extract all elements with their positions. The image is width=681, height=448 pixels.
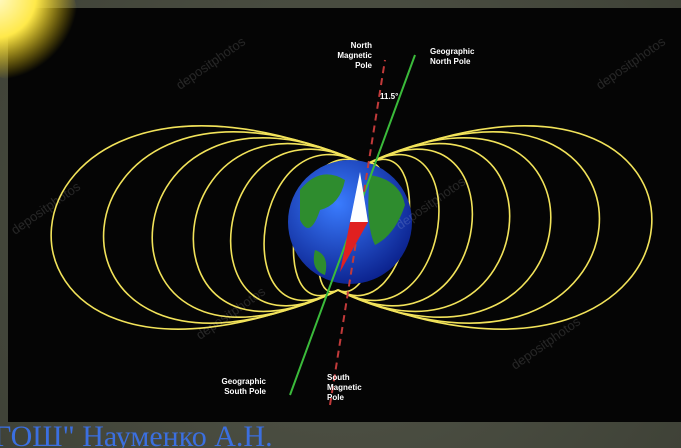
author: ГОШ" Науменко А.Н. [0,420,273,448]
field-line [337,153,440,302]
compass-north [350,172,368,222]
field-line [102,131,366,324]
field-line [337,131,601,324]
field-line [50,125,366,330]
compass-south [340,222,368,272]
continents [300,174,405,275]
field-line [229,148,366,307]
label: Geographic South Pole [222,377,267,396]
angle-label: 11.5° [380,92,398,101]
field-line [337,148,474,307]
field-line [337,137,552,318]
field-line [337,125,653,330]
label: Geographic North Pole [430,47,475,66]
label: North Magnetic Pole [337,41,372,70]
sun [0,0,78,80]
field-line [263,153,366,302]
field-line [151,137,366,318]
field-line [192,142,366,313]
label: South Magnetic Pole [327,373,362,402]
field-line [337,142,511,313]
